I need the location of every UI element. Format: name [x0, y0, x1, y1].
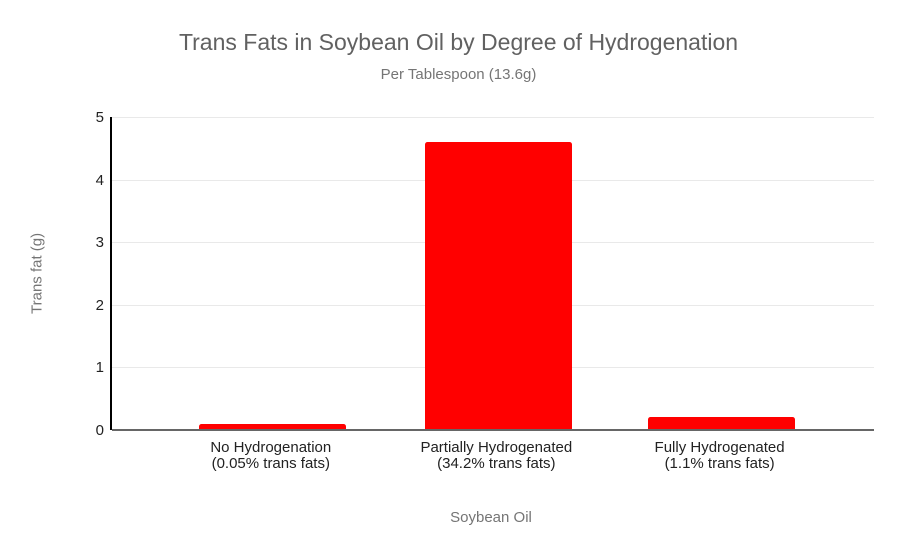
x-axis-category-labels: No Hydrogenation (0.05% trans fats) Partia… — [110, 440, 872, 476]
bar-partially-hydrogenated[interactable] — [424, 142, 572, 430]
y-tick-label: 1 — [95, 359, 104, 377]
x-category-label: Partially Hydrogenated (34.2% trans fats) — [366, 440, 626, 472]
x-category-label: Fully Hydrogenated (1.1% trans fats) — [590, 440, 850, 472]
gridline — [112, 117, 874, 118]
x-category-sublabel: (0.05% trans fats) — [211, 455, 330, 472]
y-axis-tick-labels: 0 1 2 3 4 5 — [0, 109, 104, 439]
chart-title: Trans Fats in Soybean Oil by Degree of H… — [178, 29, 739, 55]
x-category-name: No Hydrogenation — [210, 439, 332, 456]
bar-no-hydrogenation[interactable] — [199, 423, 347, 430]
x-axis-title: Soybean Oil — [450, 509, 532, 526]
x-category-sublabel: (34.2% trans fats) — [437, 455, 556, 472]
y-tick-label: 0 — [95, 422, 104, 439]
y-tick-label: 5 — [95, 109, 104, 126]
y-tick-label: 2 — [95, 296, 104, 314]
plot-area — [110, 117, 874, 431]
x-category-name: Partially Hydrogenated — [420, 439, 573, 456]
y-tick-label: 4 — [95, 171, 104, 189]
x-category-sublabel: (1.1% trans fats) — [664, 455, 775, 472]
y-tick-label: 3 — [95, 234, 104, 252]
bar-fully-hydrogenated[interactable] — [648, 417, 796, 430]
chart-subtitle: Per Tablespoon (13.6g) — [380, 66, 537, 83]
x-axis-baseline — [112, 428, 874, 431]
x-category-name: Fully Hydrogenated — [654, 439, 785, 456]
x-category-label: No Hydrogenation (0.05% trans fats) — [141, 440, 401, 472]
